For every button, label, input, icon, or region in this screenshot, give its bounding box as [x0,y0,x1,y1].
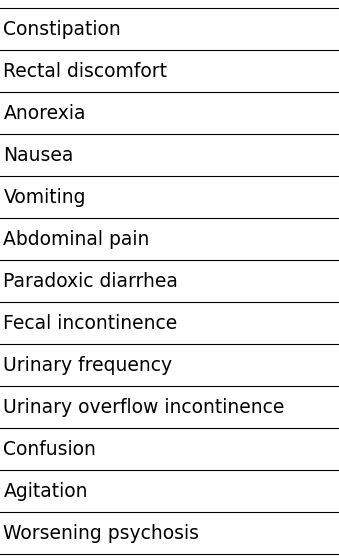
Text: Paradoxic diarrhea: Paradoxic diarrhea [3,272,178,291]
Text: Worsening psychosis: Worsening psychosis [3,524,199,543]
Text: Vomiting: Vomiting [3,188,86,207]
Text: Abdominal pain: Abdominal pain [3,230,150,249]
Text: Agitation: Agitation [3,482,88,501]
Text: Rectal discomfort: Rectal discomfort [3,62,167,81]
Text: Urinary overflow incontinence: Urinary overflow incontinence [3,398,285,417]
Text: Anorexia: Anorexia [3,104,86,123]
Text: Urinary frequency: Urinary frequency [3,356,173,375]
Text: Confusion: Confusion [3,440,96,459]
Text: Constipation: Constipation [3,20,121,39]
Text: Fecal incontinence: Fecal incontinence [3,314,178,333]
Text: Nausea: Nausea [3,146,74,165]
